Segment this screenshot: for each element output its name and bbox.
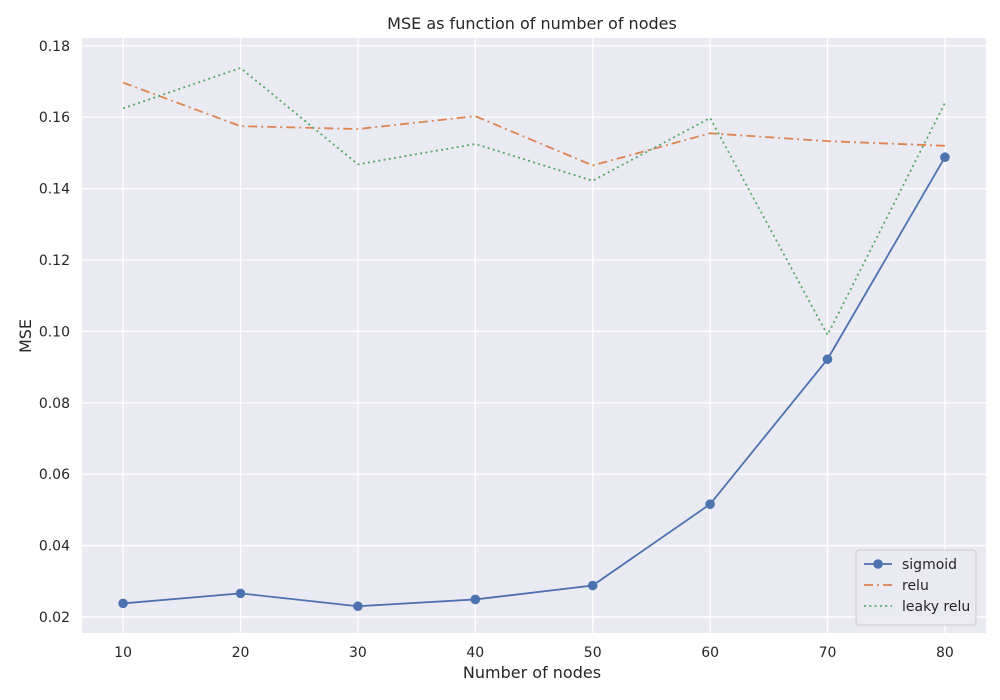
tick-labels: 10 20 30 40 50 60 70 80 0.02 0.04 0.06 0.08 0.10 0.12… <box>39 39 954 661</box>
series-line <box>123 156 946 608</box>
legend-label: leaky relu <box>902 599 970 615</box>
series-line <box>122 81 945 167</box>
y-tick-label: 0.06 <box>39 467 70 483</box>
data-point <box>353 601 363 612</box>
y-tick-label: 0.18 <box>39 39 70 55</box>
series-line <box>122 67 946 336</box>
data-point <box>705 499 715 509</box>
legend-entry: sigmoid <box>864 557 957 573</box>
x-tick-label: 40 <box>466 645 484 661</box>
x-tick-label: 30 <box>349 645 367 661</box>
chart-title: MSE as function of number of nodes <box>387 14 677 33</box>
x-axis-label: Number of nodes <box>463 663 601 682</box>
legend-entry: relu <box>864 578 929 594</box>
legend-entry: leaky relu <box>864 599 970 615</box>
x-tick-label: 50 <box>584 645 602 661</box>
y-tick-label: 0.10 <box>39 324 70 340</box>
data-point <box>470 594 481 605</box>
series-relu <box>122 81 945 167</box>
legend-label: relu <box>902 578 929 594</box>
x-tick-label: 10 <box>114 645 132 661</box>
legend-label: sigmoid <box>902 557 957 573</box>
y-tick-label: 0.16 <box>39 110 70 126</box>
legend-marker <box>873 559 883 569</box>
x-tick-label: 60 <box>701 645 719 661</box>
y-tick-label: 0.12 <box>39 253 70 269</box>
data-point <box>822 354 833 365</box>
x-tick-label: 70 <box>819 645 837 661</box>
legend: sigmoid relu leaky relu <box>855 549 977 626</box>
y-tick-label: 0.04 <box>39 539 70 555</box>
series-layer <box>118 67 950 612</box>
plot-area <box>82 38 986 633</box>
data-point <box>940 152 950 163</box>
data-point <box>118 598 128 609</box>
series-sigmoid <box>118 152 950 612</box>
y-tick-label: 0.14 <box>39 182 70 198</box>
y-axis-label: MSE <box>16 319 35 353</box>
grid-lines <box>82 38 986 633</box>
data-point <box>587 580 598 591</box>
x-tick-label: 20 <box>232 645 250 661</box>
data-point <box>235 588 246 599</box>
series-leaky-relu <box>122 67 946 336</box>
y-tick-label: 0.02 <box>39 610 70 626</box>
y-tick-label: 0.08 <box>39 396 70 412</box>
x-tick-label: 80 <box>936 645 954 661</box>
